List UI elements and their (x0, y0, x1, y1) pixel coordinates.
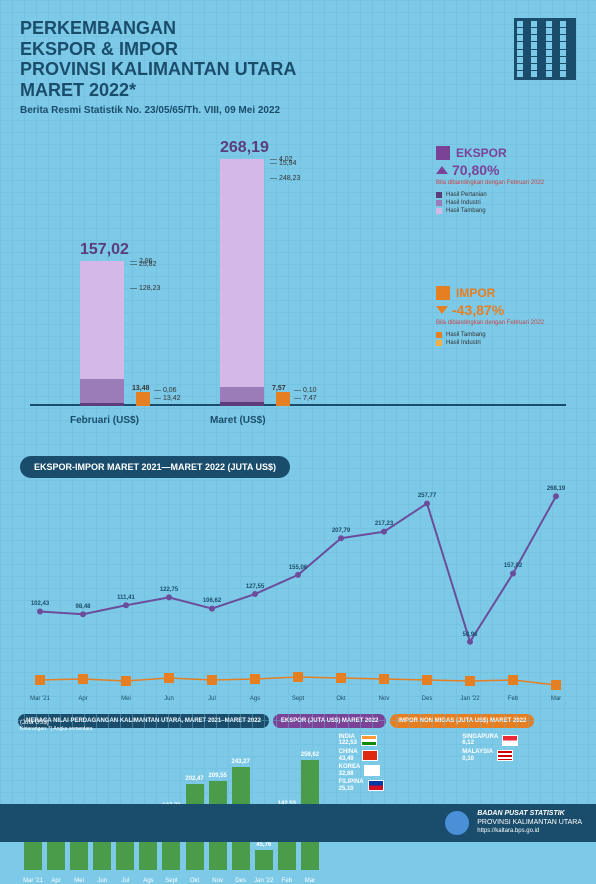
ekspor-legend: EKSPOR 70,80% Bila dibandingkan dengan F… (436, 146, 576, 216)
cube-icon (436, 146, 450, 160)
cube-icon (436, 286, 450, 300)
subtitle: Berita Resmi Statistik No. 23/05/65/Th. … (20, 105, 576, 116)
qr-code (514, 18, 576, 80)
title-l2: EKSPOR & IMPOR (20, 39, 576, 60)
bps-logo-icon (445, 811, 469, 835)
title-l4: MARET 2022* (20, 80, 576, 101)
footer: BADAN PUSAT STATISTIKPROVINSI KALIMANTAN… (0, 804, 596, 842)
title-l1: PERKEMBANGAN (20, 18, 576, 39)
import-line-chart: Mar '21AprMeiJunJulAgsSeptOktNovDesJan '… (20, 658, 576, 708)
stacked-bar-chart: 157,02— 128,23— 25,82— 2,96Februari (US$… (30, 146, 566, 446)
impor-legend: IMPOR -43,87% Bila dibandingkan dengan F… (436, 286, 576, 348)
title-l3: PROVINSI KALIMANTAN UTARA (20, 59, 576, 80)
line-chart: 102,4398,48111,41122,75106,62127,55155,0… (20, 478, 576, 658)
line-chart-title: EKSPOR-IMPOR MARET 2021—MARET 2022 (JUTA… (20, 456, 290, 478)
